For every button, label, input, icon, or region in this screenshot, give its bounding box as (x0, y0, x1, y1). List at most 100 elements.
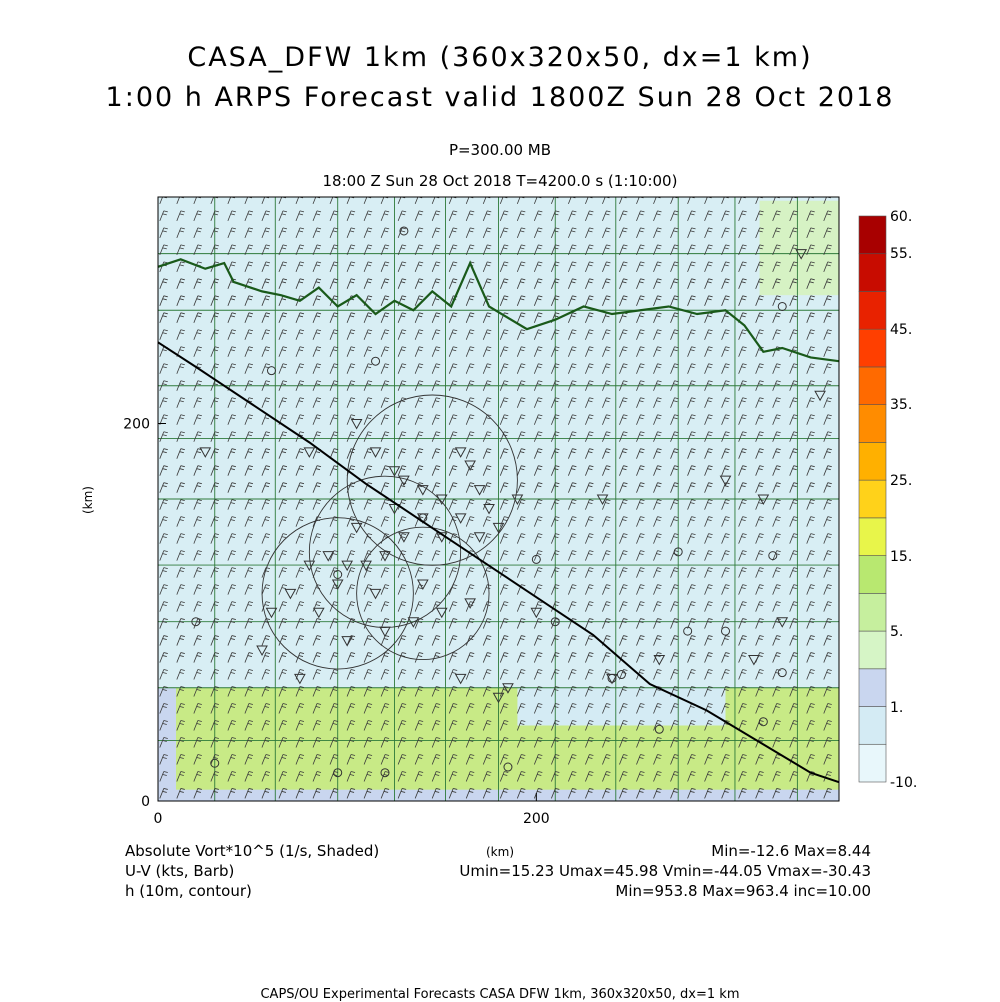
wind-barb (261, 397, 271, 408)
wind-barb (346, 397, 356, 408)
wind-barb (465, 618, 475, 629)
wind-barb (465, 499, 475, 510)
wind-barb (806, 618, 815, 629)
wind-barb (397, 703, 407, 714)
wind-barb (619, 465, 628, 476)
wind-barb (329, 754, 339, 765)
wind-barb (193, 652, 202, 663)
wind-barb (329, 329, 339, 340)
wind-barb (516, 465, 526, 476)
wind-barb (210, 499, 219, 510)
wind-barb (261, 227, 271, 239)
wind-barb (533, 380, 543, 391)
wind-barb (789, 397, 798, 408)
wind-barb (806, 516, 815, 527)
wind-barb (653, 244, 662, 255)
wind-barb (397, 210, 407, 222)
wind-barb (687, 448, 696, 459)
wind-barb (465, 669, 475, 680)
wind-barb (363, 703, 373, 714)
wind-barb (670, 329, 679, 340)
wind-barb (176, 788, 185, 799)
wind-barb (499, 618, 509, 629)
wind-barb (414, 652, 424, 663)
wind-barb (755, 414, 764, 425)
wind-barb (806, 635, 815, 646)
wind-barb (312, 397, 322, 408)
wind-barb (721, 516, 730, 527)
wind-barb (789, 584, 798, 595)
wind-barb (721, 669, 730, 680)
wind-barb (329, 669, 339, 680)
station-triangle (757, 494, 770, 506)
station-circle (654, 724, 664, 734)
wind-barb (465, 227, 475, 239)
wind-barb (193, 720, 202, 731)
wind-barb (210, 278, 219, 289)
wind-barb (550, 261, 560, 272)
wind-barb (482, 550, 492, 561)
wind-barb (244, 278, 254, 289)
station-triangle (483, 503, 495, 515)
wind-barb (738, 210, 747, 222)
wind-barb (227, 295, 236, 306)
wind-barb (295, 210, 305, 222)
wind-barb (414, 431, 424, 442)
wind-barb (533, 499, 543, 510)
wind-barb (585, 584, 594, 595)
wind-barb (312, 771, 322, 782)
wind-barb (431, 618, 441, 629)
wind-barb (687, 363, 696, 374)
wind-barb (789, 329, 798, 340)
wind-barb (687, 601, 696, 612)
wind-barb (806, 465, 815, 476)
wind-barb (516, 720, 526, 731)
wind-barb (159, 533, 168, 544)
wind-barb (619, 397, 628, 408)
colorbar-segment (858, 706, 887, 745)
wind-barb (772, 448, 781, 459)
wind-barb (329, 431, 339, 442)
wind-barb (704, 465, 713, 476)
wind-barb (261, 499, 271, 510)
wind-barb (755, 295, 764, 306)
wind-barb (806, 482, 815, 493)
wind-barb (806, 533, 815, 544)
wind-barb (755, 397, 764, 408)
wind-barb (499, 244, 509, 255)
station-triangle (492, 522, 505, 534)
wind-barb (414, 465, 424, 476)
wind-barb (755, 567, 764, 578)
wind-barb (738, 380, 747, 391)
wind-barb (533, 329, 543, 340)
wind-barb (670, 720, 679, 731)
wind-barb (159, 499, 168, 510)
wind-barb (738, 737, 747, 748)
wind-barb (687, 788, 696, 799)
wind-barb (585, 550, 594, 561)
wind-barb (210, 703, 219, 714)
wind-barb (397, 261, 407, 272)
wind-barb (585, 686, 594, 697)
wind-barb (789, 227, 798, 239)
colorbar-segment (858, 404, 887, 443)
wind-barb (244, 754, 254, 765)
wind-barb (465, 363, 475, 374)
wind-barb (261, 465, 271, 476)
wind-barb (533, 414, 543, 425)
wind-barb (806, 788, 815, 799)
wind-barb (193, 788, 202, 799)
wind-barb (636, 788, 645, 799)
wind-barb (806, 380, 815, 391)
wind-barb (346, 278, 356, 289)
wind-barb (176, 686, 185, 697)
wind-barb (210, 363, 219, 374)
wind-barb (653, 550, 662, 561)
wind-barb (806, 737, 815, 748)
wind-barb (636, 397, 645, 408)
wind-barb (755, 210, 764, 222)
wind-barb (295, 346, 305, 357)
wind-barb (210, 635, 219, 646)
wind-barb (516, 278, 526, 289)
wind-barb (499, 278, 509, 289)
